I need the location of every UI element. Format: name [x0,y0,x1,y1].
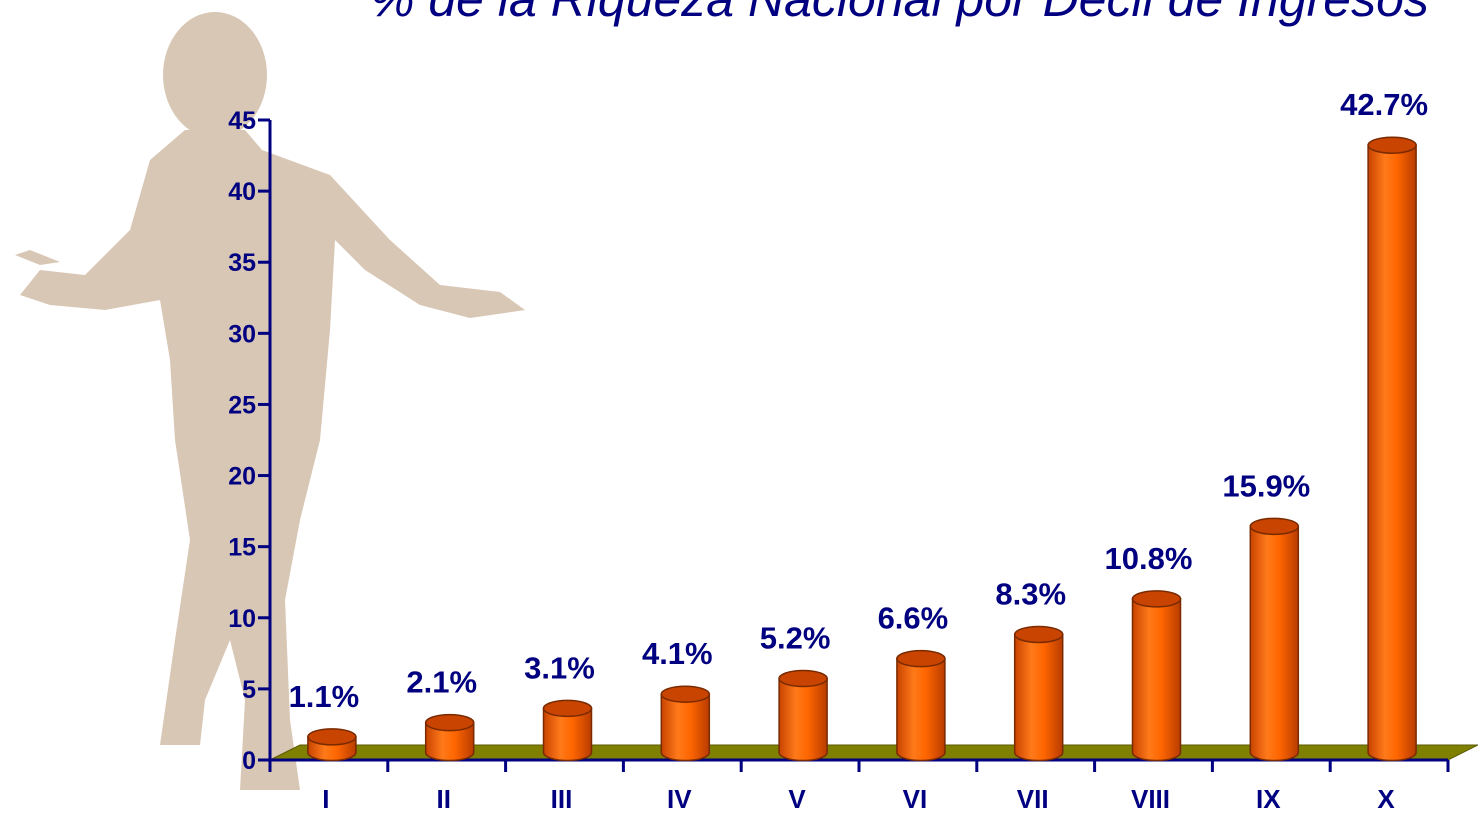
bar [307,728,357,762]
bar-top [660,685,711,703]
x-tick-label: I [322,784,329,813]
bar [1013,625,1064,762]
data-label: 3.1% [524,650,595,685]
bar [424,713,475,762]
bar-body [660,693,711,762]
bar [542,699,593,762]
data-label: 15.9% [1222,468,1310,503]
y-tick-label: 35 [228,249,256,277]
x-tick-label: IX [1256,784,1281,813]
data-label: 10.8% [1105,541,1193,576]
y-tick-label: 10 [228,605,256,633]
bar-body [1249,525,1300,762]
bar-top [307,728,357,746]
bar-body [1131,598,1182,762]
data-label: 42.7% [1340,87,1428,122]
chart-title: % de la Riqueza Nacional por Decil de In… [370,0,1478,28]
y-tick-label: 40 [228,178,256,206]
bar-top [424,713,475,732]
bar-top [778,669,828,688]
bar-top [1013,625,1064,644]
x-tick-label: VIII [1131,784,1170,813]
bar-body [542,707,593,762]
y-tick-label: 5 [242,676,256,704]
y-tick-label: 15 [228,534,256,562]
bar-body [424,721,475,762]
bar-top [896,649,946,668]
bar-body [896,657,946,762]
bar-body [1013,633,1064,762]
x-tick-label: VII [1017,784,1049,813]
bar-top [1249,517,1300,536]
bar [1131,590,1182,762]
data-label: 8.3% [995,576,1066,611]
bar-body [778,677,828,762]
bar [660,685,711,762]
data-label: 2.1% [406,665,477,700]
x-tick-label: II [436,784,450,813]
data-label: 1.1% [289,679,360,714]
x-tick-label: VI [903,784,928,813]
data-label: 4.1% [642,636,713,671]
bar [896,649,946,762]
x-tick-label: III [551,784,573,813]
bar [1367,136,1417,762]
bar-top [1367,136,1417,154]
y-tick-label: 25 [228,391,256,419]
y-tick-label: 0 [242,747,256,775]
data-label: 6.6% [878,601,949,636]
bar [1249,517,1300,762]
bar-top [1131,590,1182,608]
bar-top [542,699,593,718]
x-tick-label: X [1377,784,1395,813]
data-label: 5.2% [760,621,831,656]
x-tick-label: IV [667,784,692,813]
y-tick-label: 30 [228,320,256,348]
x-tick-label: V [788,784,806,813]
standing-person-silhouette-icon [15,12,525,790]
bar-body [1367,144,1417,762]
y-tick-label: 45 [228,107,256,135]
y-tick-label: 20 [228,463,256,491]
bar [778,669,828,762]
